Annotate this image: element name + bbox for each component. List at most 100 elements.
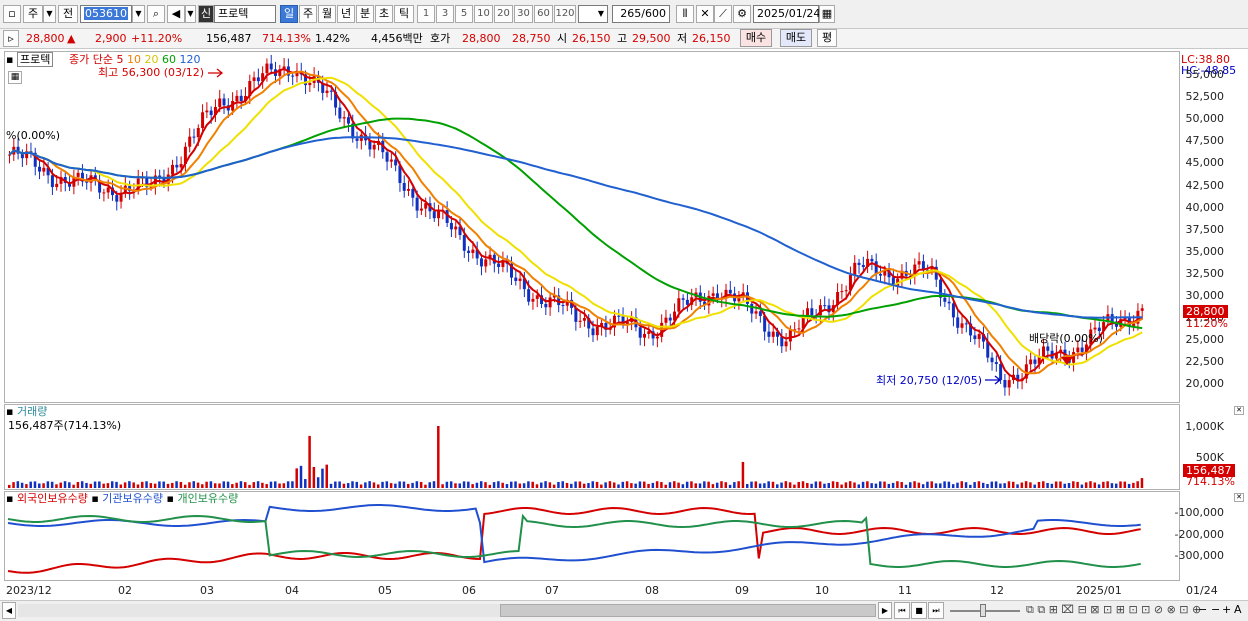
candle-body: [840, 291, 844, 293]
volume-bar: [243, 482, 247, 488]
search-icon[interactable]: ⌕: [147, 5, 165, 23]
buy-button[interactable]: 매수: [740, 29, 772, 47]
step-1[interactable]: 1: [417, 5, 435, 23]
stock-code-input[interactable]: 053610: [80, 5, 132, 23]
rewind-icon[interactable]: ⏮: [894, 602, 910, 619]
ma10-label: 10: [126, 53, 141, 66]
holding-close-icon[interactable]: ✕: [1234, 493, 1244, 502]
candle-body: [857, 262, 861, 265]
zoom-out-icon[interactable]: −: [1198, 603, 1208, 616]
volume-bar: [535, 484, 539, 488]
view-tools-icons[interactable]: ⧉ ⧉ ⊞ ⌧ ⊟ ⊠ ⊡ ⊞ ⊡ ⊡ ⊘ ⊗ ⊡ ⊕: [1026, 603, 1202, 616]
font-size-icon[interactable]: A: [1234, 603, 1242, 616]
volume-bar: [1042, 481, 1045, 488]
candle-body: [1114, 321, 1118, 327]
volume-bar: [329, 483, 333, 488]
volume-bar: [462, 481, 466, 488]
volume-bar: [308, 435, 311, 488]
candle-body: [471, 249, 475, 254]
interval-month[interactable]: 월: [318, 5, 336, 23]
step-120[interactable]: 120: [554, 5, 576, 23]
eval-button[interactable]: 평: [817, 29, 837, 47]
zoom-dash-icon[interactable]: −: [1211, 603, 1221, 616]
low-price: 26,150: [692, 32, 731, 45]
quote-menu-icon[interactable]: ▹: [3, 30, 19, 47]
high-note: 최고 56,300 (03/12): [98, 66, 205, 79]
gear-icon[interactable]: ⚙: [733, 5, 751, 23]
step-20[interactable]: 20: [494, 5, 513, 23]
candle-body: [947, 301, 951, 304]
table-icon[interactable]: ▦: [8, 71, 22, 84]
candle-body: [492, 254, 496, 264]
scroll-left-icon[interactable]: ◀: [2, 602, 16, 619]
holding-line-1: [7, 504, 1141, 564]
volume-bar: [827, 483, 830, 488]
interval-tick[interactable]: 틱: [394, 5, 414, 23]
code-dropdown-icon[interactable]: ▼: [132, 5, 145, 23]
date-input[interactable]: 2025/01/24: [753, 5, 820, 23]
candle-body: [677, 298, 681, 312]
volume-bar: [1102, 481, 1105, 488]
last-change-tag: 11.20%: [1186, 317, 1228, 330]
window-menu-icon[interactable]: ▫: [3, 5, 21, 23]
volume-tick-1000k: 1,000K: [1185, 420, 1224, 433]
candle-icon[interactable]: ⫴: [676, 5, 694, 23]
stock-name-field[interactable]: 프로텍: [214, 5, 276, 23]
candle-body: [98, 179, 102, 193]
count-input[interactable]: 265/600: [612, 5, 670, 23]
volume-close-icon[interactable]: ✕: [1234, 406, 1244, 415]
scroll-right-icon[interactable]: ▶: [878, 602, 892, 619]
step-10[interactable]: 10: [474, 5, 493, 23]
volume-bar: [235, 482, 238, 488]
volume-bar: [63, 481, 67, 488]
step-30[interactable]: 30: [514, 5, 533, 23]
volume-bar: [68, 482, 71, 488]
candle-body: [750, 303, 754, 314]
volume-tick-500k: 500K: [1195, 451, 1224, 464]
custom-step-dropdown-icon[interactable]: ▼: [597, 9, 605, 18]
zoom-in-icon[interactable]: +: [1222, 603, 1232, 616]
volume-bar: [364, 482, 367, 488]
volume-bar: [484, 482, 487, 488]
volume-bar: [711, 484, 715, 488]
step-60[interactable]: 60: [534, 5, 553, 23]
period-dropdown-icon[interactable]: ▼: [43, 5, 56, 23]
current-price: 28,800: [26, 32, 65, 45]
zoom-slider-handle[interactable]: [980, 604, 986, 617]
scroll-thumb[interactable]: [500, 604, 876, 617]
candle-body: [467, 250, 471, 254]
step-5[interactable]: 5: [455, 5, 473, 23]
interval-day[interactable]: 일: [280, 5, 298, 23]
speaker-icon[interactable]: ◀: [167, 5, 185, 23]
volume-bar: [570, 483, 573, 488]
volume-bar: [750, 481, 753, 488]
speaker-dropdown-icon[interactable]: ▼: [185, 5, 196, 23]
volume-title-text: 거래량: [16, 405, 48, 418]
prev-button[interactable]: 전: [58, 5, 78, 23]
candle-body: [1042, 346, 1046, 358]
fast-forward-icon[interactable]: ⏭: [928, 602, 944, 619]
price-tick: 32,500: [1185, 266, 1225, 280]
candle-body: [763, 315, 767, 332]
holding-legend: ▪ 외국인보유수량 ▪ 기관보유수량 ▪ 개인보유수량: [6, 492, 238, 506]
period-unit-button[interactable]: 주: [23, 5, 43, 23]
calendar-icon[interactable]: ▦: [819, 5, 835, 23]
interval-week[interactable]: 주: [299, 5, 317, 23]
candle-body: [110, 187, 114, 196]
volume-bar: [651, 482, 655, 488]
interval-second[interactable]: 초: [375, 5, 393, 23]
trend-tool-icon[interactable]: ⟋: [714, 5, 732, 23]
candle-body: [981, 334, 985, 342]
custom-step-input[interactable]: [578, 5, 608, 23]
interval-year[interactable]: 년: [337, 5, 355, 23]
volume-bar: [797, 481, 800, 488]
interval-minute[interactable]: 분: [356, 5, 374, 23]
step-3[interactable]: 3: [436, 5, 454, 23]
high-label: 고: [617, 32, 628, 45]
sell-button[interactable]: 매도: [780, 29, 812, 47]
crosshair-icon[interactable]: ✕: [696, 5, 714, 23]
candle-body: [617, 315, 621, 317]
volume-bar: [806, 482, 809, 488]
stop-icon[interactable]: ■: [911, 602, 927, 619]
volume-bar: [793, 484, 796, 488]
